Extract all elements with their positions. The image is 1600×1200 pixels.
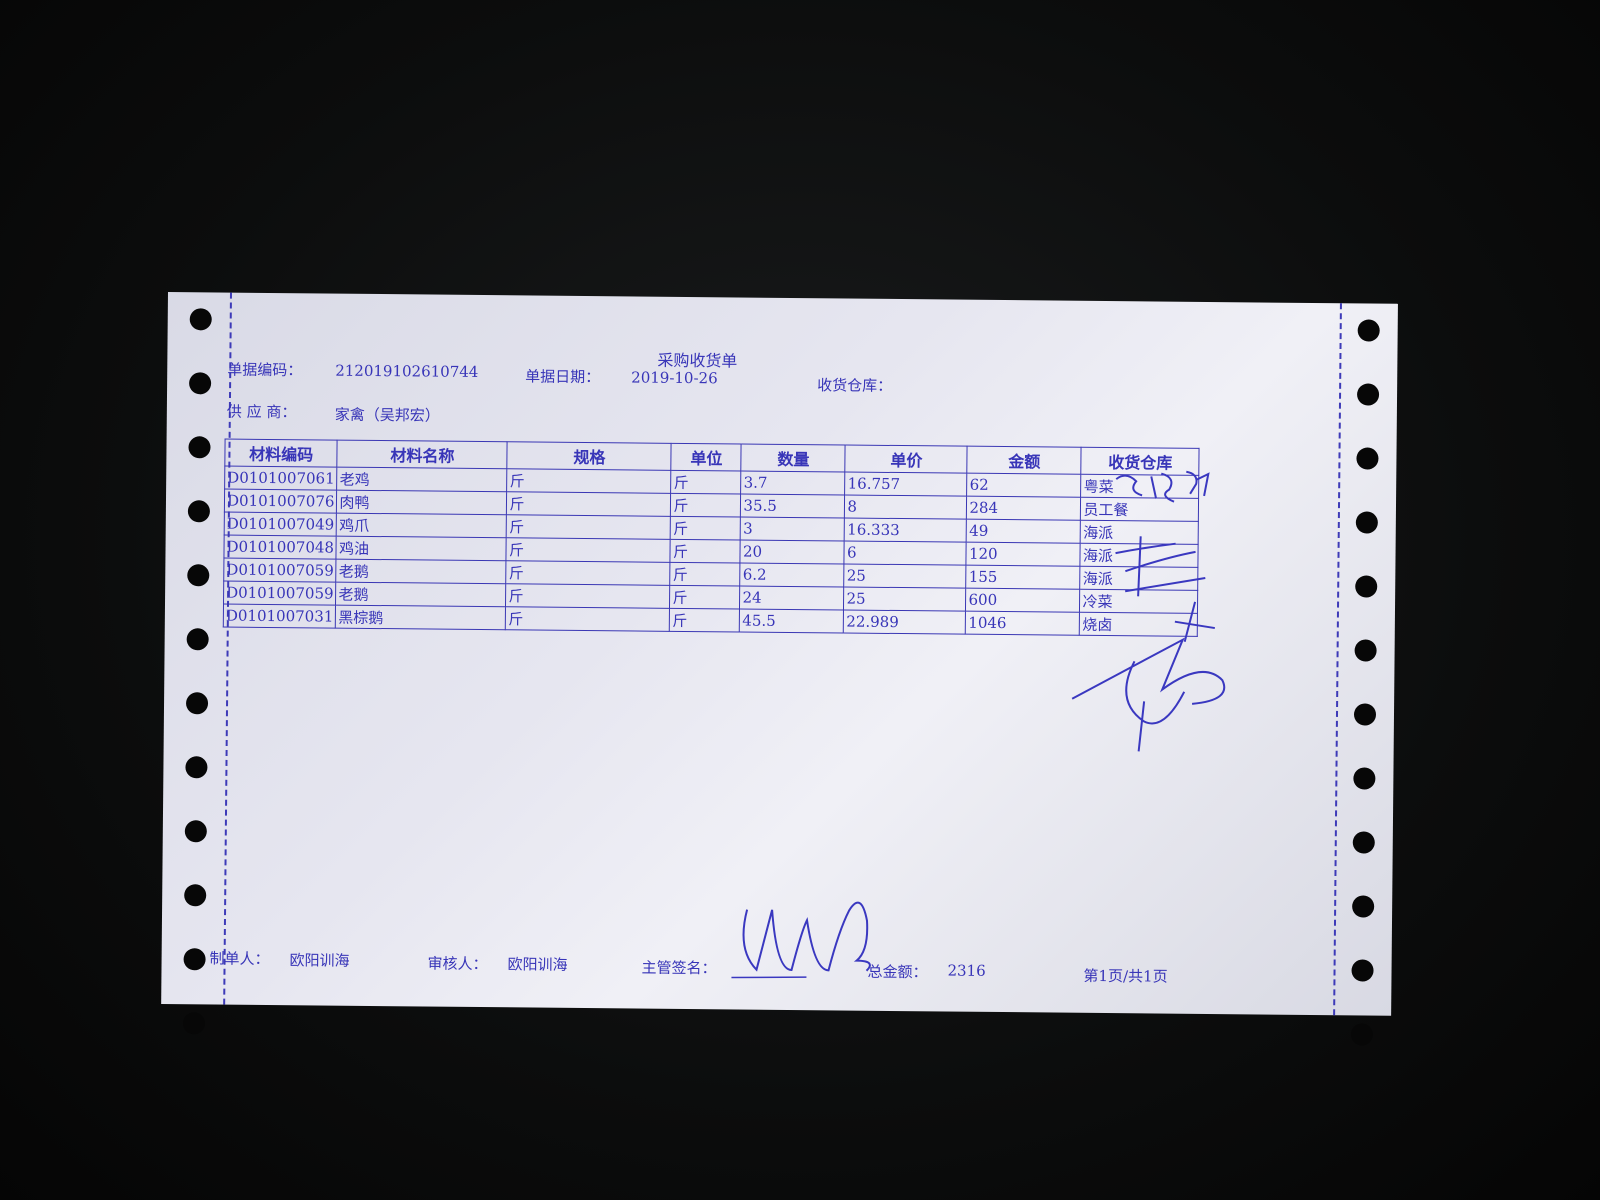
signature-bottom-right (1071, 601, 1226, 752)
reviewer-label: 审核人： (427, 954, 488, 974)
supervisor-label: 主管签名： (641, 958, 717, 978)
receipt-paper: 采购收货单 单据编码： 212019102610744 单据日期： 2019-1… (161, 292, 1398, 1046)
signature-middle-right (1115, 536, 1206, 597)
maker-label: 制单人： (209, 949, 270, 969)
reviewer: 欧阳训海 (507, 955, 568, 974)
page-indicator: 第1页/共1页 (1083, 966, 1168, 986)
signature-top-right (1115, 470, 1210, 503)
total: 2316 (947, 961, 986, 980)
maker: 欧阳训海 (289, 951, 350, 970)
supervisor-signature (742, 901, 871, 972)
tractor-hole (1350, 1023, 1374, 1046)
handwritten-signatures (731, 470, 1226, 979)
tractor-hole (182, 1012, 206, 1035)
total-label: 总金额： (867, 962, 928, 982)
